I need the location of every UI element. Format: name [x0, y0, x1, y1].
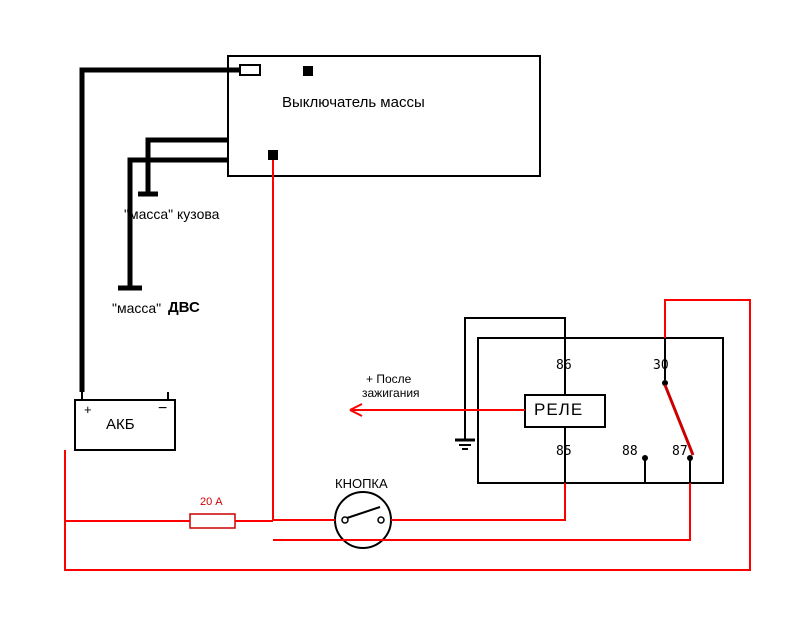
pin88-dot: [642, 455, 648, 461]
pin-30-label: 30: [653, 358, 669, 373]
fuse-box: [190, 514, 235, 528]
wire-battery-to-switch: [82, 70, 240, 392]
pin-87-label: 87: [672, 444, 688, 459]
wire-ground-engine-branch: [130, 160, 228, 288]
pin-86-label: 86: [556, 358, 572, 373]
battery-label: АКБ: [106, 416, 135, 433]
ground-engine-label1: "масса": [112, 300, 161, 316]
wire-battery-to-fuse: [65, 450, 190, 521]
battery-minus: −: [158, 400, 167, 418]
pin-88-label: 88: [622, 444, 638, 459]
wire-86-to-ground: [465, 318, 565, 440]
battery-plus: +: [84, 402, 92, 417]
terminal-dot: [303, 66, 313, 76]
mass-switch-label: Выключатель массы: [282, 94, 425, 111]
fuse-label: 20 А: [200, 496, 223, 508]
button-switch-arm: [347, 507, 380, 518]
after-ignition-label1: + После: [366, 372, 411, 386]
wire-87-out: [430, 483, 690, 540]
after-ignition-label2: зажигания: [362, 386, 420, 400]
terminal-block: [240, 65, 260, 75]
terminal-dot: [268, 150, 278, 160]
wire-button-to-85: [391, 483, 565, 520]
pin87-dot: [687, 455, 693, 461]
ground-engine-label2: ДВС: [168, 299, 200, 316]
button-contact: [378, 517, 384, 523]
relay-label: РЕЛЕ: [534, 400, 583, 420]
wire-30-loop-to-battery: [65, 300, 750, 570]
pin-85-label: 85: [556, 444, 572, 459]
button-label: КНОПКА: [335, 476, 388, 491]
wire-ground-body-branch: [148, 140, 228, 194]
wire-switch-to-button: [273, 160, 335, 520]
ground-body-label: "масса" кузова: [124, 206, 219, 222]
